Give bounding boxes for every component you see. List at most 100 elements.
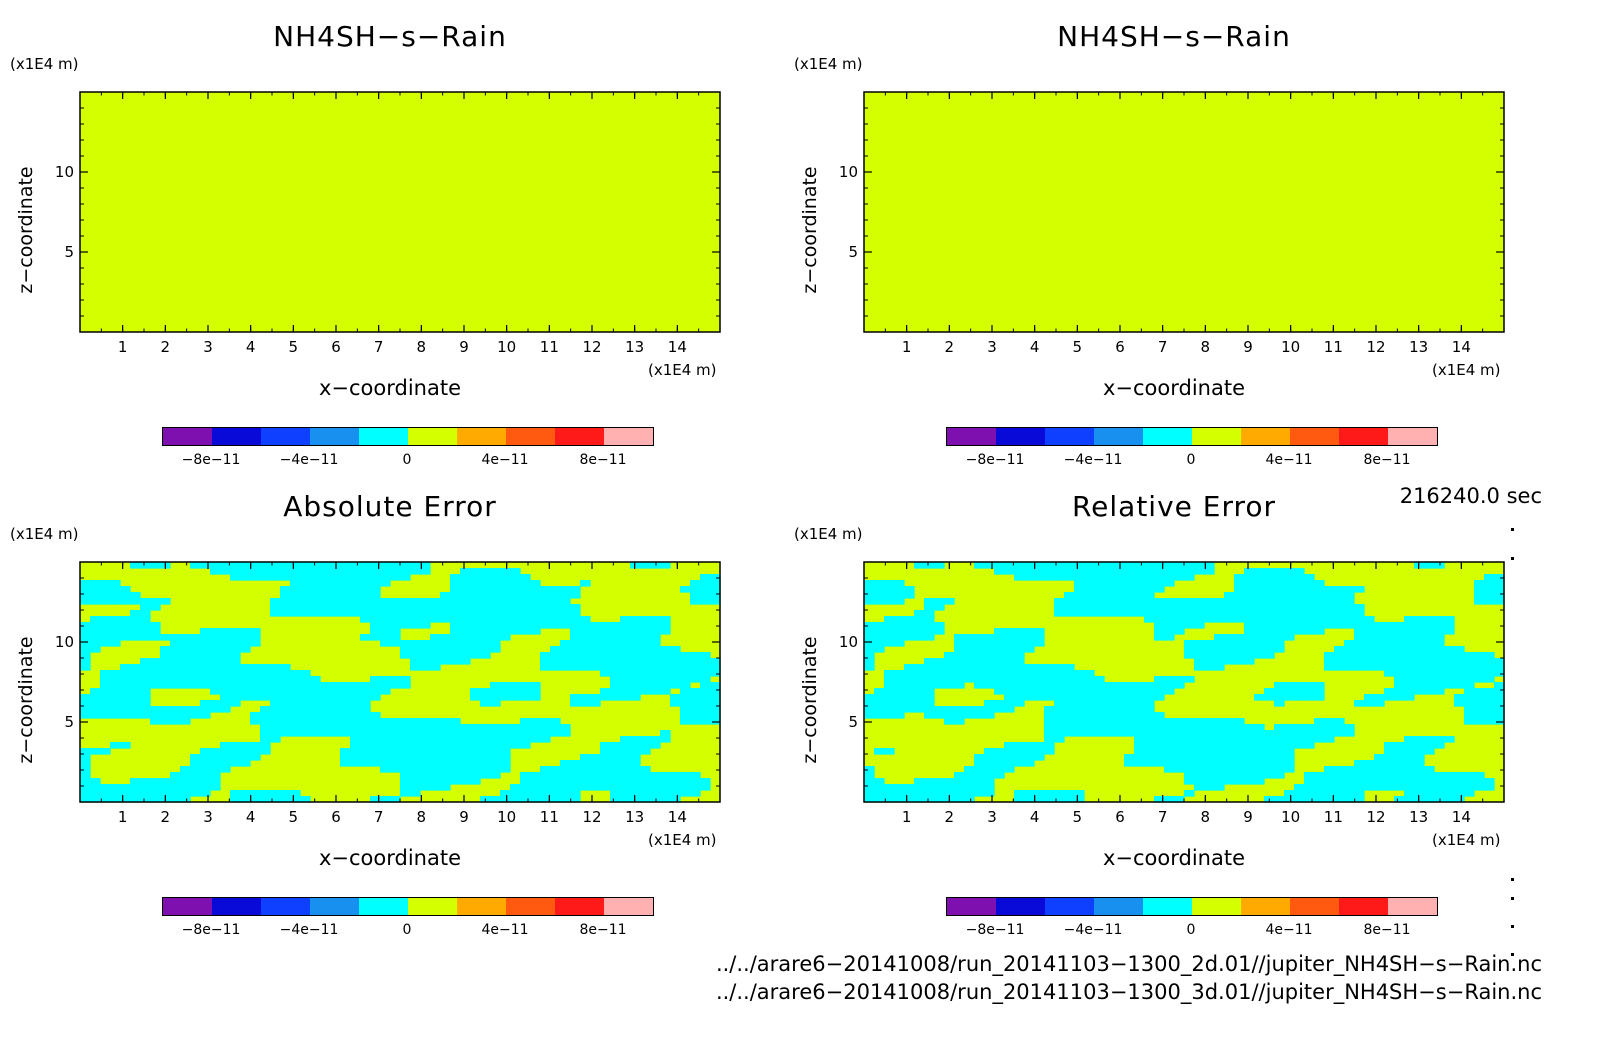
- field-cell: [180, 658, 191, 665]
- field-cell: [1244, 652, 1255, 659]
- x-tick-label: 9: [459, 338, 469, 356]
- field-cell: [660, 688, 671, 695]
- field-cell: [130, 592, 141, 599]
- field-cell: [1084, 604, 1095, 611]
- field-cell: [874, 622, 885, 629]
- field-cell: [904, 592, 915, 599]
- field-cell: [1384, 694, 1395, 701]
- field-cell: [1384, 688, 1395, 695]
- field-cell: [450, 610, 461, 617]
- field-cell: [1204, 562, 1215, 569]
- field-cell: [1274, 736, 1285, 743]
- field-cell: [640, 622, 651, 629]
- field-cell: [670, 784, 681, 791]
- field-cell: [1214, 598, 1225, 605]
- field-cell: [80, 628, 91, 635]
- field-cell: [1094, 712, 1105, 719]
- field-cell: [1344, 790, 1355, 797]
- field-cell: [610, 682, 621, 689]
- field-cell: [1014, 754, 1025, 761]
- field-cell: [340, 568, 351, 575]
- field-cell: [450, 754, 461, 761]
- field-cell: [1054, 706, 1065, 713]
- field-cell: [460, 592, 471, 599]
- x-tick-label: 11: [1323, 338, 1343, 356]
- field-cell: [1004, 700, 1015, 707]
- field-cell: [1344, 622, 1355, 629]
- field-cell: [540, 610, 551, 617]
- field-cell: [1334, 586, 1345, 593]
- field-cell: [974, 634, 985, 641]
- colorbar-tick-label: 4e−11: [481, 922, 529, 938]
- field-cell: [590, 634, 601, 641]
- field-cell: [430, 748, 441, 755]
- colorbar-swatch: [1339, 428, 1388, 445]
- field-cell: [1184, 562, 1195, 569]
- field-cell: [120, 586, 131, 593]
- z-tick-label: 10: [838, 163, 858, 181]
- field-cell: [1084, 676, 1095, 683]
- field-cell: [280, 706, 291, 713]
- field-cell: [400, 646, 411, 653]
- x-unit-label: (x1E4 m): [648, 831, 717, 849]
- field-cell: [310, 724, 321, 731]
- field-cell: [510, 742, 521, 749]
- field-cell: [390, 604, 401, 611]
- field-cell: [360, 682, 371, 689]
- field-cell: [1274, 604, 1285, 611]
- field-cell: [470, 742, 481, 749]
- field-cell: [220, 748, 231, 755]
- field-cell: [120, 796, 131, 803]
- field-cell: [1264, 640, 1275, 647]
- field-cell: [550, 610, 561, 617]
- field-cell: [984, 748, 995, 755]
- field-cell: [864, 790, 875, 797]
- field-cell: [934, 598, 945, 605]
- field-cell: [964, 712, 975, 719]
- field-cell: [1074, 700, 1085, 707]
- field-cell: [510, 688, 521, 695]
- field-cell: [1434, 790, 1445, 797]
- field-cell: [140, 688, 151, 695]
- field-cell: [1314, 592, 1325, 599]
- panel-title: Absolute Error: [283, 490, 497, 523]
- field-cell: [1064, 700, 1075, 707]
- field-cell: [360, 562, 371, 569]
- field-cell: [1244, 610, 1255, 617]
- field-cell: [250, 628, 261, 635]
- field-cell: [934, 664, 945, 671]
- field-cell: [610, 676, 621, 683]
- field-cell: [1284, 586, 1295, 593]
- field-cell: [690, 580, 701, 587]
- field-cell: [420, 718, 431, 725]
- field-cell: [400, 730, 411, 737]
- field-cell: [330, 598, 341, 605]
- field-cell: [1414, 736, 1425, 743]
- field-cell: [1224, 742, 1235, 749]
- field-cell: [864, 784, 875, 791]
- field-cell: [200, 646, 211, 653]
- field-cell: [1334, 724, 1345, 731]
- field-cell: [510, 628, 521, 635]
- field-cell: [370, 694, 381, 701]
- field-cell: [1084, 574, 1095, 581]
- field-cell: [690, 718, 701, 725]
- field-cell: [280, 730, 291, 737]
- field-cell: [1214, 754, 1225, 761]
- x-tick-label: 2: [944, 338, 955, 356]
- x-tick-label: 7: [1157, 808, 1168, 826]
- z-tick-label: 5: [64, 713, 74, 731]
- x-tick-label: 5: [1072, 338, 1083, 356]
- field-cell: [610, 628, 621, 635]
- field-cell: [480, 724, 491, 731]
- field-cell: [650, 640, 661, 647]
- field-cell: [210, 640, 221, 647]
- field-cell: [1314, 610, 1325, 617]
- field-cell: [520, 724, 531, 731]
- field-cell: [1404, 736, 1415, 743]
- field-cell: [520, 622, 531, 629]
- field-cell: [944, 670, 955, 677]
- field-cell: [1234, 610, 1245, 617]
- field-cell: [1254, 766, 1265, 773]
- field-cell: [680, 670, 691, 677]
